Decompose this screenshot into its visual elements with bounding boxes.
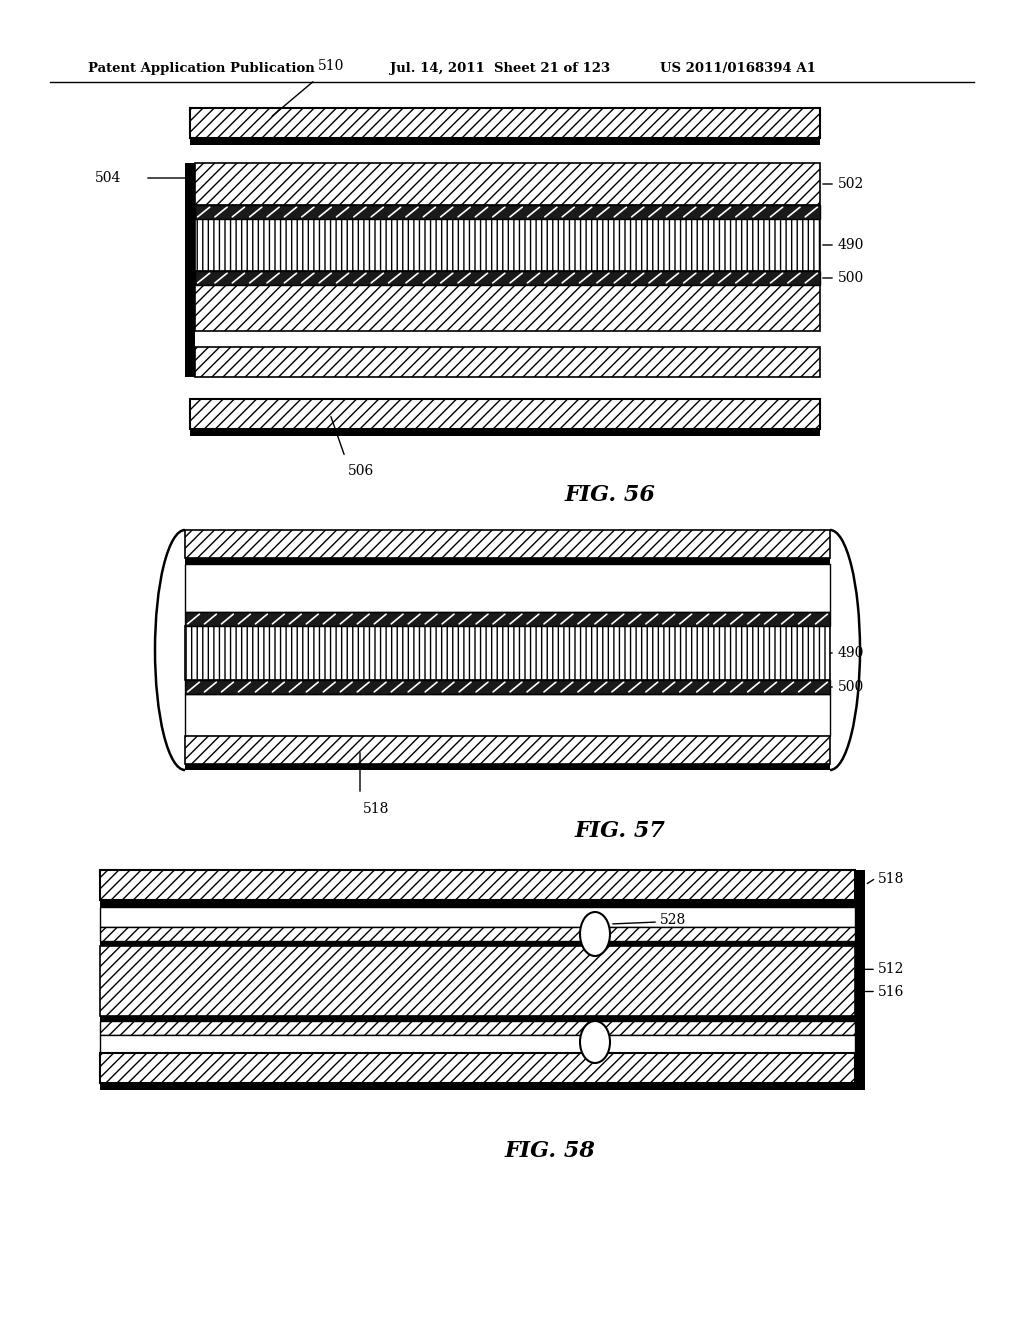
Bar bbox=[185, 612, 830, 626]
Bar bbox=[100, 941, 855, 946]
Bar bbox=[195, 285, 820, 331]
Text: Jul. 14, 2011  Sheet 21 of 123: Jul. 14, 2011 Sheet 21 of 123 bbox=[390, 62, 610, 75]
Bar bbox=[185, 162, 195, 331]
Bar bbox=[185, 764, 830, 770]
Ellipse shape bbox=[580, 1020, 610, 1063]
Text: 506: 506 bbox=[348, 465, 374, 478]
Bar bbox=[195, 162, 820, 205]
Text: 518: 518 bbox=[878, 873, 904, 886]
Ellipse shape bbox=[580, 912, 610, 956]
Bar bbox=[100, 1020, 855, 1035]
Bar bbox=[100, 1082, 855, 1090]
Bar bbox=[195, 347, 820, 378]
Bar bbox=[100, 870, 855, 900]
Text: FIG. 58: FIG. 58 bbox=[505, 1140, 595, 1162]
Text: 512: 512 bbox=[878, 962, 904, 977]
Bar bbox=[190, 108, 820, 139]
Bar bbox=[195, 271, 820, 285]
Bar bbox=[185, 680, 830, 694]
Bar bbox=[100, 900, 855, 907]
Text: 516: 516 bbox=[878, 985, 904, 998]
Bar bbox=[195, 271, 820, 285]
Bar bbox=[185, 737, 830, 764]
Bar bbox=[185, 680, 830, 694]
Bar bbox=[195, 219, 820, 271]
Text: 500: 500 bbox=[838, 680, 864, 694]
Bar bbox=[100, 1035, 855, 1053]
Bar bbox=[190, 139, 820, 145]
Text: FIG. 56: FIG. 56 bbox=[564, 484, 655, 506]
Text: 490: 490 bbox=[838, 645, 864, 660]
Text: 528: 528 bbox=[660, 913, 686, 927]
Bar bbox=[195, 205, 820, 219]
Bar bbox=[185, 626, 830, 680]
Bar bbox=[185, 558, 830, 564]
Text: US 2011/0168394 A1: US 2011/0168394 A1 bbox=[660, 62, 816, 75]
Text: Patent Application Publication: Patent Application Publication bbox=[88, 62, 314, 75]
Text: 500: 500 bbox=[838, 271, 864, 285]
Bar bbox=[100, 946, 855, 1016]
Bar bbox=[190, 399, 820, 429]
Bar bbox=[185, 694, 830, 737]
Text: FIG. 57: FIG. 57 bbox=[574, 820, 666, 842]
Bar bbox=[100, 1053, 855, 1082]
Bar bbox=[185, 331, 195, 378]
Bar bbox=[855, 870, 865, 1090]
Bar bbox=[100, 907, 855, 927]
Bar bbox=[185, 531, 830, 558]
Bar bbox=[185, 612, 830, 626]
Bar bbox=[190, 429, 820, 436]
Text: 504: 504 bbox=[95, 172, 122, 185]
Bar bbox=[100, 1016, 855, 1020]
Bar bbox=[195, 205, 820, 219]
Text: 518: 518 bbox=[362, 803, 389, 816]
Text: 490: 490 bbox=[838, 238, 864, 252]
Text: 510: 510 bbox=[318, 59, 344, 73]
Bar bbox=[100, 927, 855, 941]
Bar bbox=[185, 564, 830, 612]
Text: 502: 502 bbox=[838, 177, 864, 191]
